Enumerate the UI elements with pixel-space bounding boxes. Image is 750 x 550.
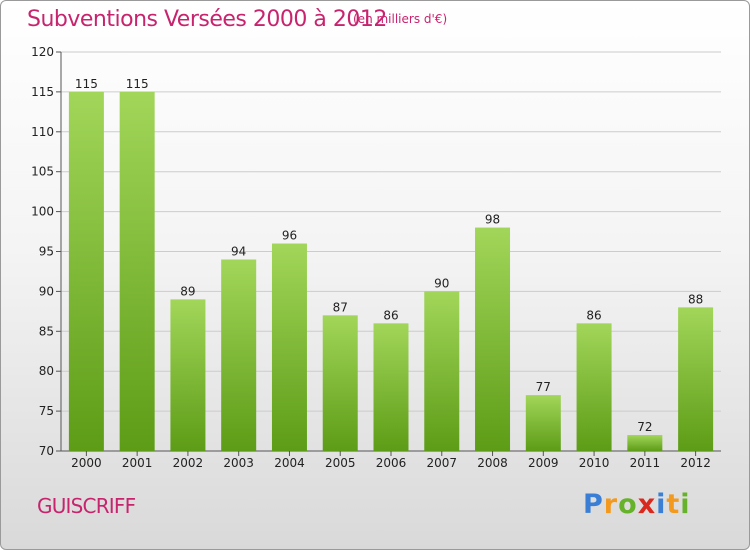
x-tick-label: 2000 [71,456,102,470]
bar [119,91,155,452]
y-tick-label: 95 [39,245,54,259]
bar [271,243,307,451]
bar-value-label: 90 [434,276,449,290]
bar-value-label: 96 [282,229,297,243]
bar [68,91,104,452]
y-tick-label: 100 [31,205,54,219]
x-tick-label: 2010 [579,456,610,470]
x-tick-label: 2012 [680,456,711,470]
bar-value-label: 77 [536,380,551,394]
x-tick-label: 2003 [223,456,254,470]
bar [525,395,561,451]
logo-letter: x [637,489,657,520]
bar-value-label: 72 [637,420,652,434]
logo-letter: i [656,489,667,520]
bar [475,227,511,451]
bar-value-label: 86 [586,308,601,322]
x-tick-label: 2001 [122,456,153,470]
bar-value-label: 88 [688,292,703,306]
bar-value-label: 87 [333,300,348,314]
x-tick-label: 2005 [325,456,356,470]
proxiti-logo[interactable]: Proxiti [583,489,691,520]
y-tick-label: 120 [31,45,54,59]
x-tick-label: 2004 [274,456,305,470]
logo-letter: i [680,489,691,520]
y-tick-label: 85 [39,324,54,338]
x-tick-label: 2007 [426,456,457,470]
x-tick-label: 2011 [630,456,661,470]
x-tick-label: 2009 [528,456,559,470]
bar [170,299,206,451]
y-tick-label: 75 [39,404,54,418]
bar [221,259,257,451]
bar [322,315,358,451]
bar-value-label: 89 [180,284,195,298]
logo-letter: r [603,489,619,520]
logo-letter: t [666,489,681,520]
bar [678,307,714,451]
bar-value-label: 86 [383,308,398,322]
y-tick-label: 90 [39,284,54,298]
y-tick-label: 80 [39,364,54,378]
y-tick-label: 70 [39,444,54,458]
bar [373,323,409,451]
bar-value-label: 98 [485,213,500,227]
bar-value-label: 115 [75,77,98,91]
x-tick-label: 2008 [477,456,508,470]
bar [627,435,663,451]
bar [424,291,460,451]
chart-unit: (en milliers d'€) [353,12,448,26]
y-tick-label: 110 [31,125,54,139]
x-tick-label: 2006 [376,456,407,470]
y-tick-label: 115 [31,85,54,99]
commune-name: GUISCRIFF [37,494,136,518]
bar-value-label: 94 [231,244,246,258]
bar-value-label: 115 [126,77,149,91]
x-tick-label: 2002 [173,456,204,470]
logo-letter: o [618,489,638,520]
y-tick-label: 105 [31,165,54,179]
chart-title: Subventions Versées 2000 à 2012 [27,7,387,32]
logo-letter: P [583,489,604,520]
bar [576,323,612,451]
